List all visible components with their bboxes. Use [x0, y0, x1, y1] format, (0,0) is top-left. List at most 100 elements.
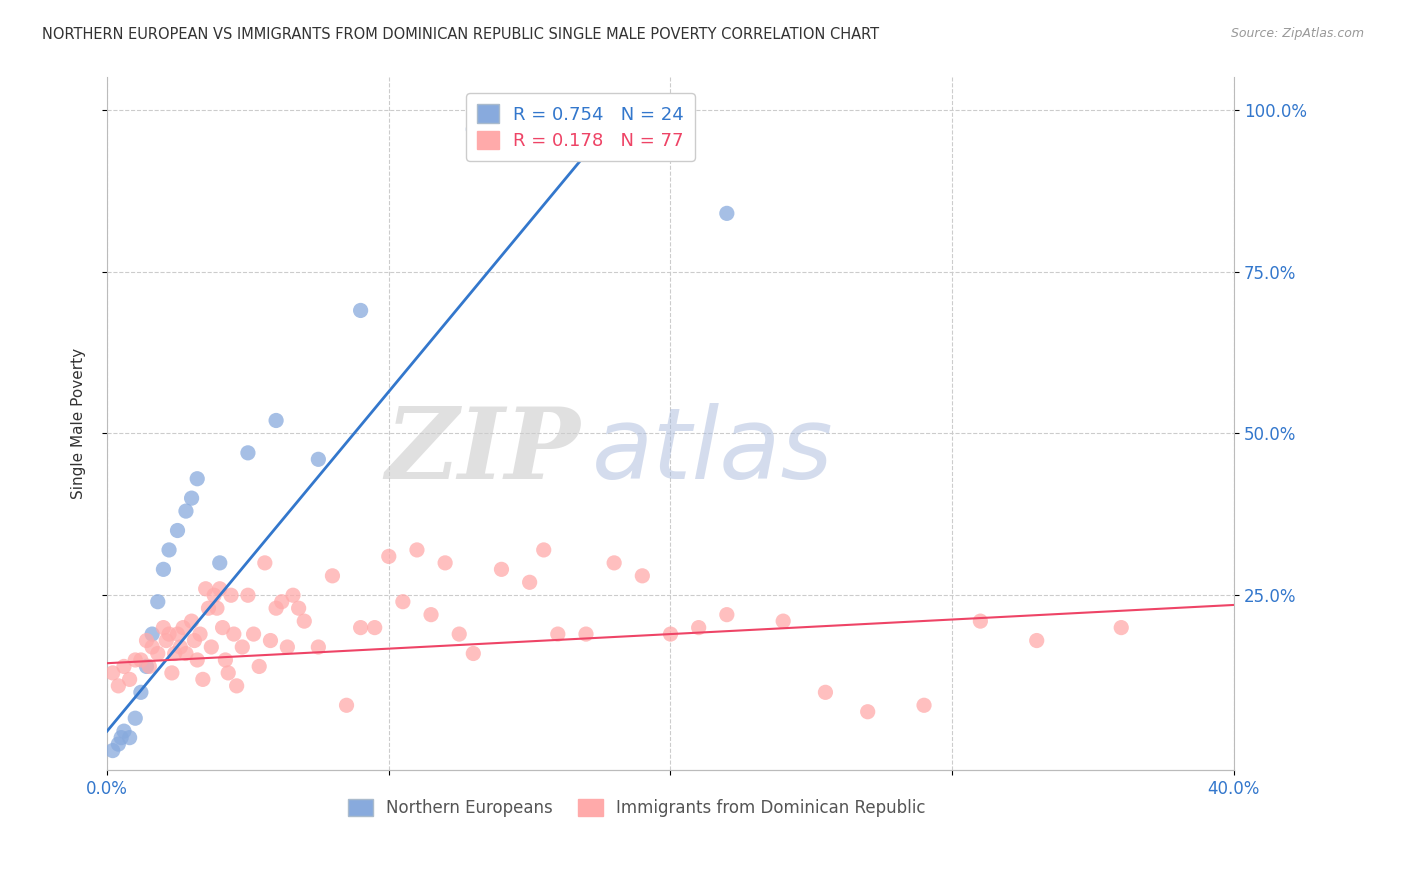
Legend: Northern Europeans, Immigrants from Dominican Republic: Northern Europeans, Immigrants from Domi…	[342, 792, 932, 824]
Point	[118, 731, 141, 745]
Point	[688, 621, 710, 635]
Point	[270, 595, 292, 609]
Point	[292, 614, 315, 628]
Point	[180, 614, 202, 628]
Point	[287, 601, 309, 615]
Point	[124, 653, 146, 667]
Point	[160, 665, 183, 680]
Point	[211, 621, 233, 635]
Point	[307, 452, 329, 467]
Point	[912, 698, 935, 713]
Text: ZIP: ZIP	[385, 403, 581, 500]
Point	[321, 569, 343, 583]
Point	[491, 562, 513, 576]
Point	[188, 627, 211, 641]
Point	[152, 621, 174, 635]
Point	[129, 653, 152, 667]
Point	[463, 122, 485, 136]
Point	[191, 673, 214, 687]
Point	[575, 627, 598, 641]
Point	[141, 627, 163, 641]
Point	[135, 633, 157, 648]
Point	[135, 659, 157, 673]
Point	[363, 621, 385, 635]
Point	[174, 504, 197, 518]
Point	[969, 614, 991, 628]
Point	[335, 698, 357, 713]
Point	[180, 491, 202, 505]
Point	[124, 711, 146, 725]
Point	[186, 653, 208, 667]
Point	[166, 627, 188, 641]
Point	[163, 647, 186, 661]
Point	[264, 413, 287, 427]
Point	[200, 640, 222, 654]
Point	[547, 122, 569, 136]
Point	[349, 621, 371, 635]
Point	[169, 640, 191, 654]
Point	[157, 627, 180, 641]
Point	[214, 653, 236, 667]
Point	[157, 543, 180, 558]
Point	[202, 588, 225, 602]
Point	[166, 524, 188, 538]
Point	[856, 705, 879, 719]
Point	[172, 621, 194, 635]
Point	[716, 206, 738, 220]
Point	[814, 685, 837, 699]
Point	[276, 640, 298, 654]
Point	[1025, 633, 1047, 648]
Point	[107, 737, 129, 751]
Point	[141, 640, 163, 654]
Point	[659, 627, 682, 641]
Point	[205, 601, 228, 615]
Point	[107, 679, 129, 693]
Point	[1109, 621, 1132, 635]
Point	[392, 595, 415, 609]
Point	[519, 575, 541, 590]
Point	[434, 556, 457, 570]
Point	[146, 595, 169, 609]
Point	[101, 743, 124, 757]
Point	[772, 614, 794, 628]
Point	[112, 724, 135, 739]
Point	[533, 543, 555, 558]
Point	[208, 556, 231, 570]
Point	[225, 679, 247, 693]
Point	[349, 303, 371, 318]
Point	[186, 472, 208, 486]
Point	[281, 588, 304, 602]
Point	[463, 647, 485, 661]
Point	[716, 607, 738, 622]
Point	[146, 647, 169, 661]
Point	[208, 582, 231, 596]
Point	[231, 640, 253, 654]
Point	[406, 543, 429, 558]
Point	[547, 627, 569, 641]
Text: NORTHERN EUROPEAN VS IMMIGRANTS FROM DOMINICAN REPUBLIC SINGLE MALE POVERTY CORR: NORTHERN EUROPEAN VS IMMIGRANTS FROM DOM…	[42, 27, 879, 42]
Point	[242, 627, 264, 641]
Point	[217, 665, 239, 680]
Point	[631, 569, 654, 583]
Point	[247, 659, 270, 673]
Point	[219, 588, 242, 602]
Point	[420, 607, 443, 622]
Point	[174, 647, 197, 661]
Point	[110, 731, 132, 745]
Text: atlas: atlas	[592, 403, 834, 500]
Point	[236, 588, 259, 602]
Point	[197, 601, 219, 615]
Point	[253, 556, 276, 570]
Point	[112, 659, 135, 673]
Point	[194, 582, 217, 596]
Point	[259, 633, 281, 648]
Point	[449, 627, 471, 641]
Point	[118, 673, 141, 687]
Point	[222, 627, 245, 641]
Point	[129, 685, 152, 699]
Y-axis label: Single Male Poverty: Single Male Poverty	[72, 348, 86, 500]
Point	[603, 556, 626, 570]
Point	[155, 633, 177, 648]
Point	[236, 446, 259, 460]
Point	[152, 562, 174, 576]
